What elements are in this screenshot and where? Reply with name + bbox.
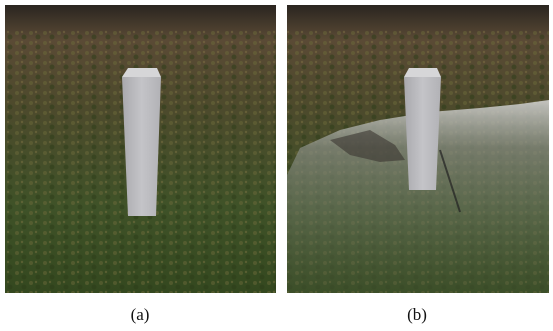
panel-b: (b) <box>287 5 549 324</box>
figure: (a) (b) <box>0 0 553 331</box>
pillar-top <box>122 68 161 77</box>
pillar-top <box>404 68 441 77</box>
page: {"figure": {"panels": [{"caption": "(a)"… <box>0 0 553 331</box>
panel-a: (a) <box>5 5 276 324</box>
caption: (a) <box>131 305 150 324</box>
pillar <box>404 77 441 190</box>
caption: (b) <box>407 305 427 324</box>
pillar <box>122 77 161 216</box>
